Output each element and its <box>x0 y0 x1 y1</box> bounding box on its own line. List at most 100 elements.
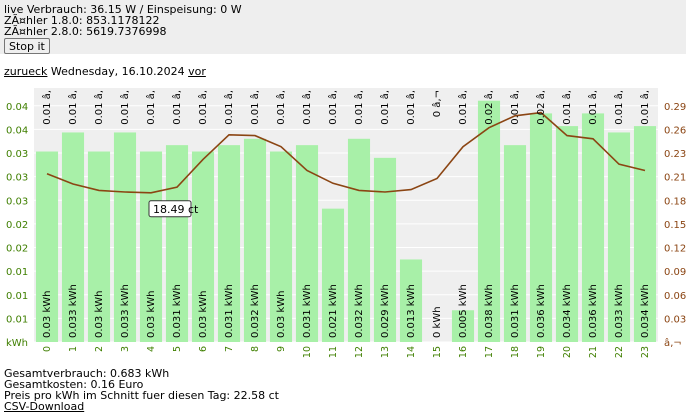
bar-cost-label: 0.01 â‚ <box>639 90 651 125</box>
y-right-tick-label: 0.29 <box>664 102 686 113</box>
y-right-tick-label: 0.21 <box>664 173 686 184</box>
bar-21 <box>581 113 605 343</box>
bar-value-label: 0.033 kWh <box>614 284 625 338</box>
stop-button[interactable]: Stop it <box>4 38 50 54</box>
bar-cost-label: 0.01 â‚ <box>67 90 79 125</box>
bar-value-label: 0.032 kWh <box>250 284 261 338</box>
current-date: Wednesday, 16.10.2024 <box>47 65 189 78</box>
plot-area <box>34 88 658 342</box>
bar-cost-label: 0.01 â‚ <box>561 90 573 125</box>
x-tick-label: 3 <box>120 346 131 352</box>
bar-cost-label: 0.01 â‚ <box>301 90 313 125</box>
y-right-tick-label: 0.23 <box>664 149 686 160</box>
tooltip-box <box>148 200 192 218</box>
bar-16 <box>451 310 475 342</box>
bar-value-label: 0.032 kWh <box>354 284 365 338</box>
bar-13 <box>373 157 397 342</box>
x-tick-label: 21 <box>588 346 599 358</box>
bar-cost-label: 0.01 â‚ <box>249 90 261 125</box>
bar-value-label: 0.034 kWh <box>562 284 573 338</box>
csv-download-link[interactable]: CSV-Download <box>4 401 84 412</box>
x-tick-label: 9 <box>276 346 287 352</box>
y-right-tick-label: 0.03 <box>664 314 686 325</box>
bar-cost-label: 0.01 â‚ <box>405 90 417 125</box>
total-consumption: Gesamtverbrauch: 0.683 kWh <box>4 367 170 380</box>
bar-10 <box>295 145 319 342</box>
bar-19 <box>529 113 553 343</box>
bar-value-label: 0.013 kWh <box>406 284 417 338</box>
y-left-tick-label: 0.03 <box>6 149 28 160</box>
bar-cost-label: 0.01 â‚ <box>509 90 521 125</box>
y-right-tick-label: 0.12 <box>664 244 686 255</box>
y-left-tick-label: 0.04 <box>6 102 28 113</box>
status-header: live Verbrauch: 36.15 W / Einspeisung: 0… <box>0 0 686 54</box>
forward-link[interactable]: vor <box>188 65 206 78</box>
bar-value-label: 0.03 kWh <box>94 291 105 338</box>
y-left-tick-label: 0.03 <box>6 173 28 184</box>
bar-cost-label: 0.01 â‚ <box>457 90 469 125</box>
meter-180-text: ZÃ¤hler 1.8.0: 853.1178122 <box>4 14 160 27</box>
bar-value-label: 0.038 kWh <box>484 284 495 338</box>
bar-cost-label: 0.01 â‚ <box>327 90 339 125</box>
y-left-tick-label: kWh <box>6 338 28 349</box>
x-tick-label: 18 <box>510 346 521 358</box>
bar-value-label: 0 kWh <box>432 306 443 338</box>
bar-value-label: 0.033 kWh <box>120 284 131 338</box>
average-price: Preis pro kWh im Schnitt fuer diesen Tag… <box>4 389 279 402</box>
bar-6 <box>191 151 215 342</box>
bar-value-label: 0.03 kWh <box>198 291 209 338</box>
bar-value-label: 0.031 kWh <box>172 284 183 338</box>
bar-cost-label: 0.01 â‚ <box>223 90 235 125</box>
x-tick-label: 12 <box>354 346 365 358</box>
bar-3 <box>113 132 137 342</box>
y-right-tick-label: 0.26 <box>664 125 686 136</box>
bar-cost-label: 0.01 â‚ <box>171 90 183 125</box>
y-right-tick-label: 0.18 <box>664 196 686 207</box>
y-left-tick-label: 0.02 <box>6 244 28 255</box>
bar-cost-label: 0.01 â‚ <box>119 90 131 125</box>
y-left-tick-label: 0.03 <box>6 196 28 207</box>
x-tick-label: 23 <box>640 346 651 358</box>
bar-cost-label: 0.01 â‚ <box>145 90 157 125</box>
x-tick-label: 15 <box>432 346 443 358</box>
bar-7 <box>217 145 241 342</box>
bar-value-label: 0.036 kWh <box>536 284 547 338</box>
bar-20 <box>555 126 579 342</box>
y-left-tick-label: 0.01 <box>6 267 28 278</box>
bar-cost-label: 0.01 â‚ <box>587 90 599 125</box>
x-tick-label: 13 <box>380 346 391 358</box>
meter-280-text: ZÃ¤hler 2.8.0: 5619.7376998 <box>4 25 167 38</box>
bar-value-label: 0.031 kWh <box>302 284 313 338</box>
x-tick-label: 5 <box>172 346 183 352</box>
x-tick-label: 0 <box>42 346 53 352</box>
x-tick-label: 10 <box>302 346 313 358</box>
bar-value-label: 0.03 kWh <box>146 291 157 338</box>
y-left-tick-label: 0.02 <box>6 220 28 231</box>
bar-cost-label: 0.02 â‚ <box>483 90 495 125</box>
bar-22 <box>607 132 631 342</box>
x-tick-label: 17 <box>484 346 495 358</box>
y-left-tick-label: 0.04 <box>6 125 28 136</box>
bar-9 <box>269 151 293 342</box>
x-tick-label: 1 <box>68 346 79 352</box>
bar-value-label: 0.033 kWh <box>68 284 79 338</box>
x-tick-label: 4 <box>146 346 157 352</box>
y-left-tick-label: 0.01 <box>6 291 28 302</box>
tooltip-text: 18.49 ct <box>153 203 199 216</box>
y-left-tick-label: 0.01 <box>6 314 28 325</box>
bar-cost-label: 0.01 â‚ <box>197 90 209 125</box>
bar-11 <box>321 208 345 342</box>
bar-cost-label: 0.01 â‚ <box>613 90 625 125</box>
bar-4 <box>139 151 163 342</box>
live-consumption-text: live Verbrauch: 36.15 W / Einspeisung: 0… <box>4 3 242 16</box>
y-right-tick-label: 0.06 <box>664 291 686 302</box>
x-tick-label: 14 <box>406 346 417 358</box>
bar-cost-label: 0.01 â‚ <box>275 90 287 125</box>
bar-value-label: 0.029 kWh <box>380 284 391 338</box>
x-tick-label: 19 <box>536 346 547 358</box>
total-cost: Gesamtkosten: 0.16 Euro <box>4 378 144 391</box>
bar-cost-label: 0.01 â‚ <box>353 90 365 125</box>
back-link[interactable]: zurueck <box>4 65 48 78</box>
csv-download-label[interactable]: CSV-Download <box>4 400 85 413</box>
hourly-chart: 0.03 kWh 0.033 kWh 0.03 kWh 0.033 kWh 0.03 k… <box>6 88 686 358</box>
